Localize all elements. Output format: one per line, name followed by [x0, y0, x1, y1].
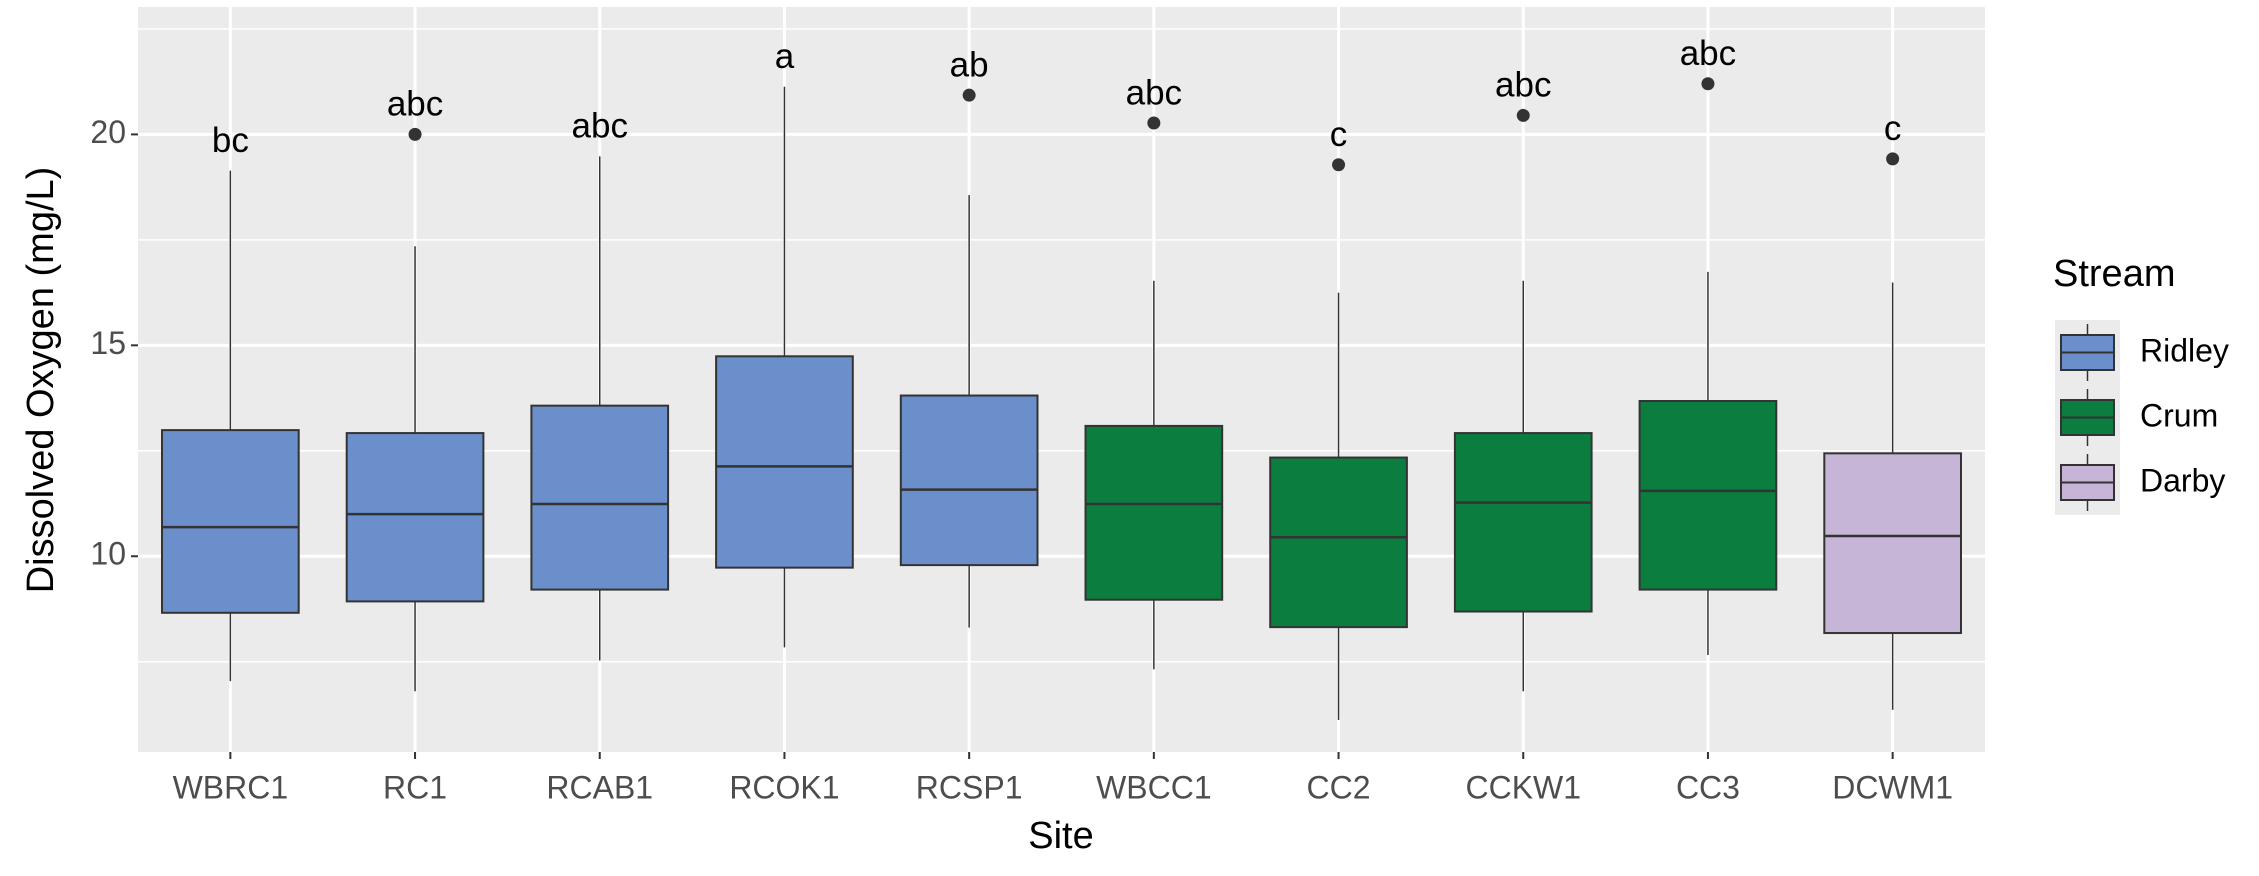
box [899, 394, 1039, 567]
y-tick-label: 20 [90, 114, 126, 150]
box [1823, 452, 1962, 635]
x-tick-label: CC3 [1676, 769, 1740, 805]
annotation: c [1884, 109, 1902, 148]
x-tick-label: CC2 [1307, 769, 1371, 805]
box [1453, 432, 1593, 613]
x-tick-label: RCAB1 [546, 769, 653, 805]
annotation: abc [387, 85, 443, 124]
annotation: bc [212, 121, 249, 160]
legend-label: Crum [2140, 397, 2218, 433]
box [715, 355, 854, 569]
box [1638, 400, 1778, 591]
annotation: abc [1126, 73, 1182, 112]
annotation: abc [1495, 66, 1551, 105]
x-tick-label: DCWM1 [1832, 769, 1953, 805]
outlier [1332, 158, 1346, 172]
panel [138, 7, 1985, 752]
x-tick-label: RCOK1 [729, 769, 839, 805]
outlier [1886, 152, 1900, 166]
y-tick-label: 10 [90, 536, 126, 572]
x-tick-label: WBRC1 [173, 769, 289, 805]
outlier [962, 88, 976, 102]
outlier [408, 127, 422, 141]
x-tick-label: CCKW1 [1465, 769, 1581, 805]
legend-label: Ridley [2140, 332, 2229, 368]
box [345, 432, 485, 603]
annotation: abc [572, 107, 628, 146]
box [1084, 424, 1224, 601]
box [530, 404, 670, 591]
annotation: ab [950, 45, 989, 84]
outlier [1701, 77, 1715, 91]
x-tick-label: WBCC1 [1096, 769, 1212, 805]
outlier [1147, 116, 1161, 130]
legend-title: Stream [2053, 253, 2175, 295]
box [161, 429, 300, 614]
annotation: abc [1680, 34, 1736, 73]
box [1269, 456, 1408, 629]
x-axis-title: Site [1028, 815, 1093, 857]
outlier [1516, 108, 1530, 122]
x-tick-label: RCSP1 [916, 769, 1023, 805]
annotation: c [1330, 115, 1348, 154]
y-axis-title: Dissolved Oxygen (mg/L) [20, 167, 62, 594]
legend-label: Darby [2140, 462, 2225, 498]
annotation: a [775, 37, 795, 76]
y-tick-label: 15 [90, 325, 126, 361]
x-tick-label: RC1 [383, 769, 447, 805]
